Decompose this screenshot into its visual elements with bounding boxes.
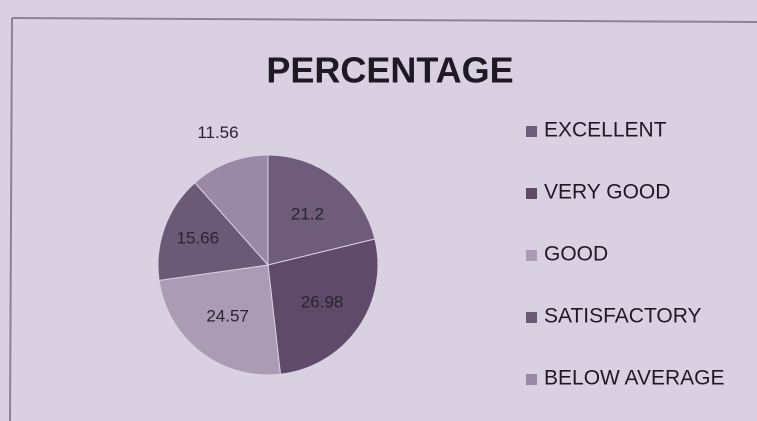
legend-swatch bbox=[526, 312, 537, 323]
legend-label: VERY GOOD bbox=[544, 181, 670, 204]
pie-slice bbox=[267, 154, 376, 266]
data-label: 24.57 bbox=[206, 307, 249, 326]
legend-swatch bbox=[526, 126, 537, 137]
pie-slice bbox=[158, 264, 282, 376]
data-label: 21.2 bbox=[291, 204, 324, 223]
legend-swatch bbox=[526, 188, 537, 199]
legend-swatch bbox=[526, 250, 537, 261]
frame-top bbox=[11, 17, 757, 23]
legend-label: EXCELLENT bbox=[544, 119, 667, 142]
frame-left bbox=[9, 17, 13, 421]
legend-label: SATISFACTORY bbox=[544, 305, 702, 328]
data-label: 15.66 bbox=[177, 229, 220, 248]
chart-title: PERCENTAGE bbox=[266, 50, 513, 91]
legend-swatch bbox=[526, 374, 537, 385]
legend-label: BELOW AVERAGE bbox=[544, 367, 725, 390]
legend-label: GOOD bbox=[544, 243, 608, 266]
data-label: 26.98 bbox=[301, 292, 344, 311]
pie-slice bbox=[194, 154, 269, 267]
pie-slice bbox=[267, 238, 379, 375]
pie-slice bbox=[157, 182, 269, 281]
data-label: 11.56 bbox=[197, 123, 238, 142]
